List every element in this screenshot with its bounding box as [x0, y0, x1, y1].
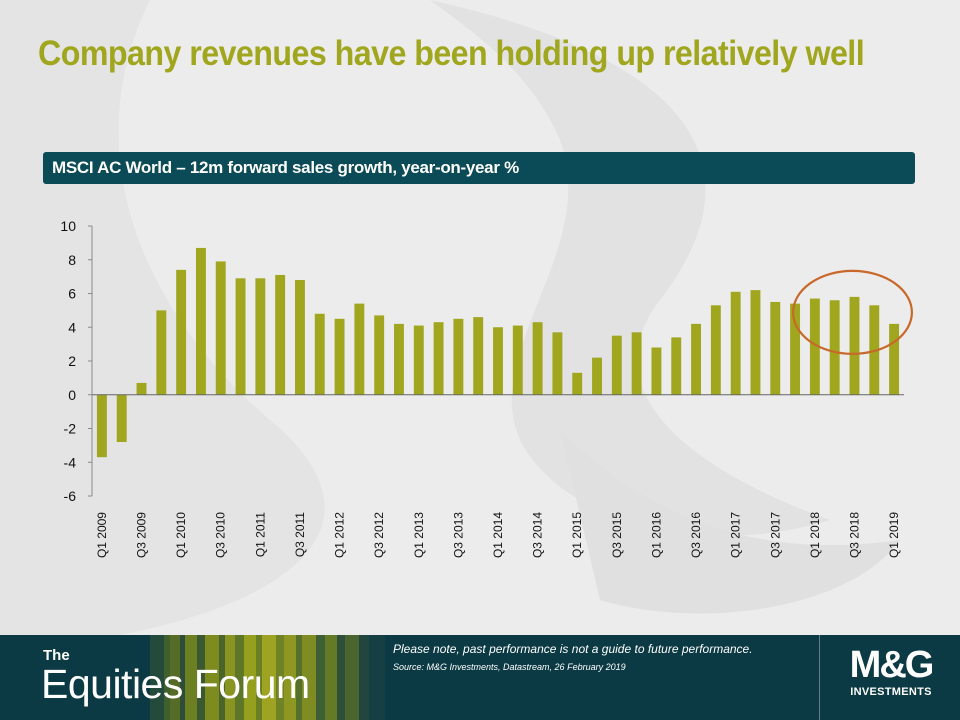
brand-small-text: The — [43, 647, 70, 664]
bar — [849, 296, 860, 395]
x-tick-label: Q1 2013 — [412, 512, 426, 558]
bar — [334, 318, 345, 395]
bar — [829, 300, 840, 395]
chart-header: MSCI AC World – 12m forward sales growth… — [43, 152, 915, 184]
disclaimer-note: Please note, past performance is not a g… — [393, 642, 753, 656]
bar — [156, 310, 167, 395]
bar — [255, 278, 266, 395]
bar — [770, 301, 781, 395]
x-tick-label: Q1 2015 — [570, 512, 584, 558]
bar — [394, 323, 404, 395]
y-tick-label: -4 — [64, 454, 77, 470]
bar — [473, 317, 484, 395]
bar — [631, 332, 642, 395]
bar — [433, 322, 444, 395]
bar — [136, 382, 147, 395]
bar — [354, 303, 365, 395]
company-logo: M&G INVESTMENTS — [836, 645, 946, 707]
footer-divider — [819, 635, 820, 720]
bar — [730, 291, 741, 395]
x-tick-label: Q3 2014 — [531, 512, 545, 558]
bar — [96, 394, 107, 458]
bar — [195, 247, 206, 395]
y-tick-label: 6 — [68, 286, 76, 302]
y-tick-label: -2 — [64, 421, 77, 437]
bar — [512, 325, 523, 395]
brand-name: Equities Forum — [41, 661, 310, 707]
bar — [413, 325, 424, 395]
bar-chart: 10 8 6 4 2 0 -2 -4 -6 Q1 2009 Q3 2009 Q1 2010 Q3 20… — [60, 218, 913, 558]
bar — [235, 278, 246, 395]
bars — [96, 247, 900, 458]
x-tick-label: Q1 2011 — [253, 512, 267, 557]
footer: The Equities Forum Please note, past per… — [0, 635, 960, 720]
bar — [889, 323, 900, 395]
bar — [790, 303, 801, 395]
highlight-annotation — [791, 269, 913, 355]
y-tick-label: 4 — [68, 319, 76, 335]
source-note: Source: M&G Investments, Datastream, 26 … — [393, 662, 626, 672]
x-tick-label: Q3 2016 — [689, 512, 703, 558]
x-tick-label: Q3 2011 — [293, 512, 307, 557]
y-tick-label: 8 — [68, 252, 76, 268]
y-tick-label: -6 — [64, 488, 77, 504]
bar — [750, 290, 761, 395]
slide-title: Company revenues have been holding up re… — [38, 34, 865, 73]
bar — [314, 313, 325, 395]
x-tick-label: Q1 2016 — [649, 512, 663, 558]
bar — [374, 315, 385, 395]
x-tick-label: Q1 2014 — [491, 512, 505, 558]
y-axis: 10 8 6 4 2 0 -2 -4 -6 — [60, 218, 93, 504]
bar — [651, 347, 662, 395]
bar — [176, 269, 187, 395]
x-tick-label: Q1 2009 — [95, 512, 109, 558]
logo-subtitle: INVESTMENTS — [850, 686, 932, 698]
y-tick-label: 0 — [68, 387, 76, 403]
bar — [215, 261, 226, 395]
bar — [592, 357, 602, 395]
bar — [671, 337, 682, 395]
x-tick-label: Q3 2009 — [135, 512, 149, 558]
bar — [295, 280, 305, 395]
x-tick-label: Q1 2019 — [887, 512, 901, 558]
bar — [275, 274, 286, 395]
y-tick-label: 2 — [68, 353, 76, 369]
bar — [552, 332, 563, 395]
bar — [493, 327, 503, 395]
x-tick-label: Q3 2018 — [847, 512, 861, 558]
x-tick-label: Q3 2015 — [610, 512, 624, 558]
bar — [710, 305, 721, 395]
y-tick-label: 10 — [60, 218, 76, 234]
x-tick-label: Q1 2018 — [808, 512, 822, 558]
bar — [453, 318, 464, 395]
x-tick-label: Q1 2012 — [333, 512, 347, 558]
bar — [572, 372, 583, 395]
bar — [116, 394, 127, 442]
highlight-ellipse — [791, 269, 913, 355]
x-tick-label: Q3 2010 — [214, 512, 228, 558]
x-tick-label: Q3 2017 — [768, 512, 782, 558]
logo-mark: M&G — [849, 644, 935, 686]
x-tick-label: Q1 2010 — [174, 512, 188, 558]
x-tick-label: Q1 2017 — [729, 512, 743, 558]
bar — [691, 323, 701, 395]
x-tick-label: Q3 2013 — [451, 512, 465, 558]
bar — [611, 335, 622, 395]
bar — [809, 298, 820, 395]
footer-stripes-decoration — [150, 635, 385, 720]
x-axis: Q1 2009 Q3 2009 Q1 2010 Q3 2010 Q1 2011 Q3 20… — [92, 394, 904, 558]
x-tick-label: Q3 2012 — [372, 512, 386, 558]
bar — [532, 322, 543, 395]
